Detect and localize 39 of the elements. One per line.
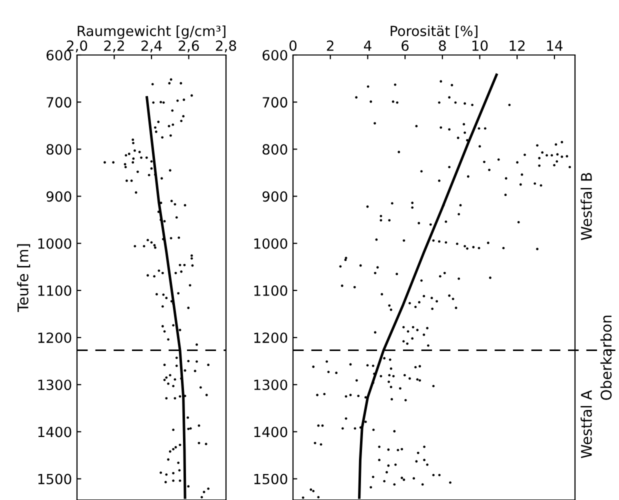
x-tick-label: 2,2 (104, 40, 124, 52)
text: Westfal B (580, 173, 592, 240)
x-tick-label: 0 (289, 40, 296, 51)
y-tick-label: 1000 (254, 238, 288, 249)
y-tick-label: 700 (46, 97, 72, 108)
y-tick-label: 1400 (38, 426, 72, 438)
y-axis-title: Teufe [m] (17, 244, 30, 312)
x-axis-title: Raumgewicht [g/cm³] (78, 25, 226, 39)
x-tick-label: 14 (547, 40, 563, 51)
x-tick-label: 2,4 (141, 40, 162, 52)
y-tick-label: 1300 (254, 380, 288, 390)
x-tick-label: 2 (326, 40, 334, 51)
y-tick-label: 600 (46, 50, 72, 60)
x-tick-label: 6 (402, 40, 409, 51)
y-tick-label: 1200 (38, 332, 72, 344)
y-tick-label: 1300 (38, 380, 72, 390)
x-tick-label: 12 (510, 40, 525, 51)
x-tick-label: 4 (364, 40, 372, 51)
x-tick-label: 2,0 (66, 40, 88, 52)
y-tick-label: 600 (262, 50, 288, 60)
y-tick-label: 900 (262, 191, 288, 202)
text: Westfal A (580, 390, 592, 458)
y-tick-label: 1200 (254, 332, 288, 344)
y-tick-label: 700 (262, 97, 288, 108)
y-tick-label: 1100 (38, 285, 72, 296)
y-tick-label: 1500 (38, 474, 72, 484)
x-tick-label: 10 (472, 40, 488, 51)
y-tick-label: 1100 (254, 285, 288, 296)
x-tick-label: 2,6 (178, 40, 199, 52)
x-tick-label: 2,8 (216, 40, 236, 52)
text: Oberkarbon (600, 316, 612, 400)
x-axis-title: Porosität [%] (390, 25, 478, 38)
y-tick-label: 800 (46, 144, 72, 155)
y-tick-label: 800 (262, 144, 288, 155)
y-tick-label: 900 (46, 191, 72, 202)
y-tick-label: 1000 (38, 238, 72, 249)
y-tick-label: 1400 (254, 426, 288, 438)
x-tick-label: 8 (438, 40, 446, 51)
y-tick-label: 1500 (254, 474, 288, 484)
